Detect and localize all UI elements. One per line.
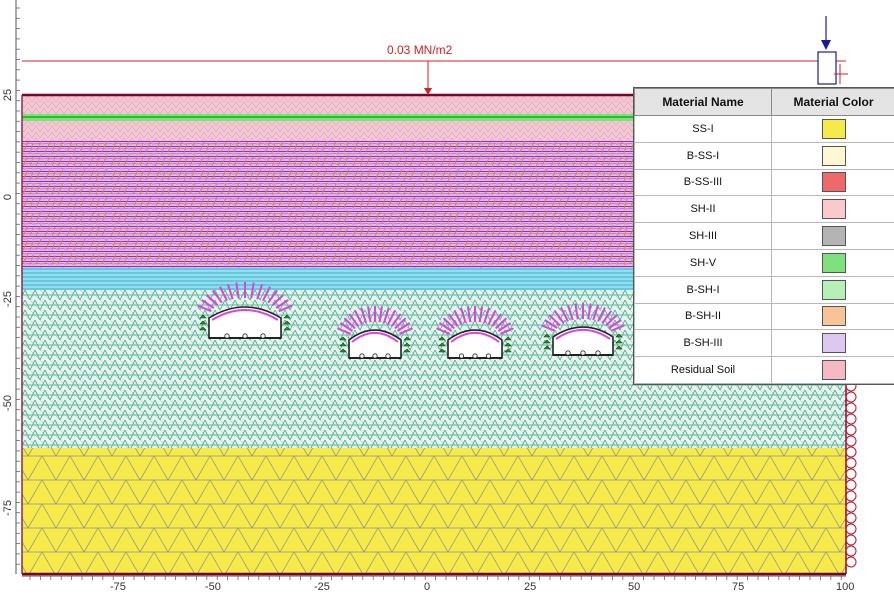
x-tick-label: -75 (110, 581, 126, 593)
y-tick-label: -75 (2, 500, 14, 516)
roller-support-icon (845, 468, 857, 480)
material-color-cell (771, 115, 894, 143)
color-swatch (821, 226, 846, 247)
roller-support-icon (845, 391, 857, 403)
sandstone-mesh (22, 448, 846, 574)
roller-support-icon (845, 435, 857, 447)
legend-row: SH-V (634, 248, 894, 277)
color-swatch (821, 252, 846, 273)
distributed-load: 0.03 MN/m2 (22, 43, 846, 95)
support-symbol (817, 16, 848, 85)
material-name: Residual Soil (634, 356, 772, 384)
material-name: B-SH-II (634, 302, 772, 331)
roller-support-icon (845, 556, 857, 568)
x-axis: -75 -50 -25 0 25 50 75 100 (22, 575, 854, 593)
roller-support-icon (845, 545, 857, 557)
legend-header-name: Material Name (634, 88, 772, 116)
tunnels (197, 282, 625, 359)
material-name: B-SH-I (634, 275, 772, 304)
legend-row: SH-III (634, 222, 894, 250)
legend-row: B-SH-II (634, 302, 894, 331)
y-axis: 25 0 -25 -50 -75 (2, 0, 20, 574)
material-name: SH-II (634, 195, 772, 224)
color-swatch (821, 118, 846, 139)
color-swatch (821, 306, 846, 327)
legend-row: B-SS-III (634, 168, 894, 197)
legend-row: B-SH-III (634, 329, 894, 358)
material-name: B-SS-III (634, 168, 772, 197)
material-legend: Material Name Material Color SS-I B-SS-I… (634, 88, 894, 384)
roller-support-icon (845, 424, 857, 436)
legend-row: SH-II (634, 195, 894, 224)
legend-row: B-SS-I (634, 141, 894, 170)
roller-support-icon (845, 479, 857, 491)
roller-support-icon (845, 457, 857, 469)
legend-row: B-SH-I (634, 275, 894, 304)
roller-support-icon (845, 413, 857, 425)
material-name: SS-I (634, 115, 772, 143)
roller-support-icon (845, 523, 857, 535)
color-swatch (821, 145, 846, 166)
tunnel-excavation (337, 306, 413, 359)
y-tick-label: -50 (2, 395, 14, 411)
material-name: B-SS-I (634, 141, 772, 170)
tunnel-excavation (541, 303, 625, 356)
x-tick-label: 75 (732, 581, 744, 593)
color-swatch (821, 333, 846, 354)
x-tick-label: -25 (314, 581, 330, 593)
material-color-cell (771, 248, 894, 277)
x-tick-label: 100 (836, 581, 854, 593)
material-name: SH-III (634, 222, 772, 250)
roller-support-icon (845, 446, 857, 458)
y-tick-label: 0 (2, 194, 14, 200)
x-tick-label: 25 (524, 581, 536, 593)
material-color-cell (771, 195, 894, 224)
load-arrow-head (424, 88, 432, 95)
legend-header-color: Material Color (771, 88, 894, 116)
load-label: 0.03 MN/m2 (387, 43, 453, 57)
color-swatch (821, 199, 846, 220)
material-name: B-SH-III (634, 329, 772, 358)
x-tick-label: 0 (424, 581, 430, 593)
material-color-cell (771, 329, 894, 358)
roller-support-icon (845, 490, 857, 502)
x-tick-label: -50 (205, 581, 221, 593)
x-tick-label: 50 (628, 581, 640, 593)
material-color-cell (771, 168, 894, 197)
tunnel-excavation (197, 282, 293, 339)
material-color-cell (771, 356, 894, 384)
y-tick-label: 25 (2, 89, 14, 101)
tunnel-excavation (436, 306, 514, 359)
color-swatch (821, 172, 846, 193)
legend-row: Residual Soil (634, 356, 894, 384)
material-color-cell (771, 222, 894, 250)
color-swatch (821, 360, 846, 381)
legend-row: SS-I (634, 115, 894, 143)
material-color-cell (771, 275, 894, 304)
material-color-cell (771, 302, 894, 331)
roller-support-icon (845, 512, 857, 524)
color-swatch (821, 279, 846, 300)
material-color-cell (771, 141, 894, 170)
roller-support-icon (845, 402, 857, 414)
roller-support-icon (845, 534, 857, 546)
y-tick-label: -25 (2, 291, 14, 307)
material-name: SH-V (634, 248, 772, 277)
roller-support-icon (845, 501, 857, 513)
